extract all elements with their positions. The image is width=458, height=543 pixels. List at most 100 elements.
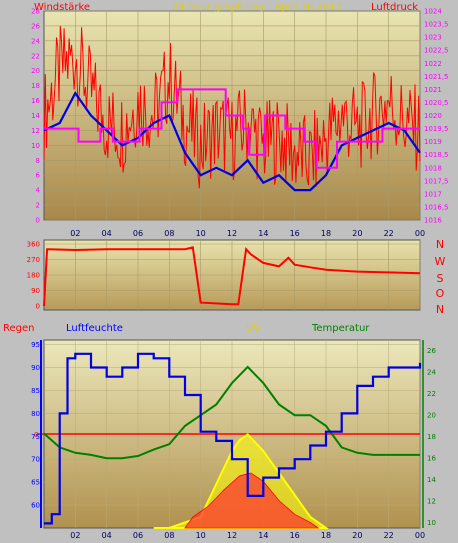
y-left-tick-label: 10 (31, 142, 40, 150)
y-left-tick-label: 20 (31, 67, 40, 75)
y-left-tick-label: 4 (36, 187, 41, 195)
wind-label: Windstärke (34, 2, 90, 13)
x-tick-label: 14 (258, 229, 268, 238)
y-right-tick-label: 1018,5 (424, 151, 449, 159)
series-line-luftfeuchte (44, 352, 422, 525)
y-right-tick-label: 16 (427, 455, 436, 463)
x-tick-label: 06 (133, 531, 143, 540)
x-tick-label: 08 (164, 229, 174, 238)
humidity-label: Luftfeuchte (66, 323, 123, 334)
y-left-tick-label: 8 (36, 157, 40, 165)
y-left-tick-label: 2 (36, 202, 40, 210)
series-line-temperatur (43, 365, 420, 460)
y-left-tick-label: 18 (31, 82, 40, 90)
temperature-label: Temperatur (311, 323, 370, 334)
y-left-tick-label: 80 (31, 410, 40, 418)
y-right-tick-label: 1017 (424, 190, 442, 198)
x-tick-label: 04 (102, 229, 112, 238)
y-left-tick-label: 26 (31, 22, 40, 30)
y-right-tick-label: 1018 (424, 164, 442, 172)
y-right-tick-label: 1022 (424, 60, 442, 68)
compass-label: W (435, 255, 446, 268)
y-right-tick-label: 18 (427, 433, 436, 441)
y-right-tick-label: 1020 (424, 112, 442, 120)
pressure-label: Luftdruck (371, 2, 418, 13)
x-tick-label: 22 (384, 229, 394, 238)
y-right-tick-label: 1021,5 (424, 73, 449, 81)
y-right-tick-label: 1024 (424, 8, 442, 16)
y-tick-label: 270 (27, 256, 40, 264)
y-right-tick-label: 24 (427, 369, 436, 377)
y-right-tick-label: 1023,5 (424, 21, 449, 29)
x-tick-label: 20 (352, 229, 362, 238)
y-right-tick-label: 20 (427, 412, 436, 420)
rain-zero-label: 0 (34, 431, 38, 439)
y-right-tick-label: 14 (427, 476, 436, 484)
y-tick-label: 180 (27, 272, 40, 280)
y-left-tick-label: 16 (31, 97, 40, 105)
x-tick-label: 14 (258, 531, 268, 540)
y-right-tick-label: 10 (427, 519, 436, 527)
y-right-tick-label: 1016,5 (424, 203, 449, 211)
y-right-tick-label: 1023 (424, 34, 442, 42)
x-tick-label: 02 (70, 531, 80, 540)
y-left-tick-label: 60 (31, 502, 40, 510)
x-tick-label: 10 (196, 229, 206, 238)
y-right-tick-label: 1016 (424, 217, 442, 225)
y-left-tick-label: 14 (31, 112, 40, 120)
x-tick-label: 00 (415, 229, 425, 238)
x-tick-label: 22 (384, 531, 394, 540)
compass-label: S (437, 272, 444, 285)
y-left-tick-label: 65 (31, 479, 40, 487)
x-tick-label: 12 (227, 531, 237, 540)
y-right-tick-label: 12 (427, 498, 436, 506)
y-left-tick-label: 24 (31, 37, 40, 45)
y-left-tick-label: 6 (36, 172, 41, 180)
y-right-tick-label: 1021 (424, 86, 442, 94)
y-tick-label: 360 (27, 241, 40, 249)
y-left-tick-label: 28 (31, 8, 40, 16)
x-tick-label: 12 (227, 229, 237, 238)
x-tick-label: 18 (321, 229, 331, 238)
x-tick-label: 06 (133, 229, 143, 238)
x-tick-label: 10 (196, 531, 206, 540)
y-right-tick-label: 1017,5 (424, 177, 449, 185)
y-right-tick-label: 1019,5 (424, 125, 449, 133)
y-left-tick-label: 90 (31, 364, 40, 372)
y-left-tick-label: 0 (36, 217, 40, 225)
series-line-luftdruck (44, 88, 420, 169)
compass-label: O (436, 287, 445, 300)
x-tick-label: 00 (415, 531, 425, 540)
y-left-tick-label: 85 (31, 387, 40, 395)
y-right-tick-label: 26 (427, 347, 436, 355)
uv-label: UV (246, 323, 260, 334)
x-tick-label: 16 (290, 531, 300, 540)
y-left-tick-label: 22 (31, 52, 40, 60)
x-tick-label: 20 (352, 531, 362, 540)
x-tick-label: 02 (70, 229, 80, 238)
series-area-radiation (184, 472, 320, 529)
x-tick-label: 08 (164, 531, 174, 540)
x-tick-label: 16 (290, 229, 300, 238)
compass-label: N (436, 238, 444, 251)
y-right-tick-label: 1022,5 (424, 47, 449, 55)
x-tick-label: 18 (321, 531, 331, 540)
y-right-tick-label: 1020,5 (424, 99, 449, 107)
rain-label: Regen (3, 323, 35, 334)
y-left-tick-label: 12 (31, 127, 40, 135)
series-line-wind-average (43, 90, 421, 192)
compass-label: N (436, 303, 444, 316)
y-left-tick-label: 95 (31, 341, 40, 349)
series-line-windstaerke (43, 25, 421, 189)
y-right-tick-label: 22 (427, 390, 436, 398)
y-left-tick-label: 70 (31, 456, 40, 464)
series-line-direction (43, 246, 421, 307)
y-right-tick-label: 1019 (424, 138, 442, 146)
y-tick-label: 90 (31, 287, 40, 295)
y-tick-label: 0 (36, 303, 40, 311)
y-left-tick-label: 75 (31, 433, 40, 441)
x-tick-label: 04 (102, 531, 112, 540)
chart-title: 24 hour graph day : April 16 2017 (172, 2, 342, 13)
